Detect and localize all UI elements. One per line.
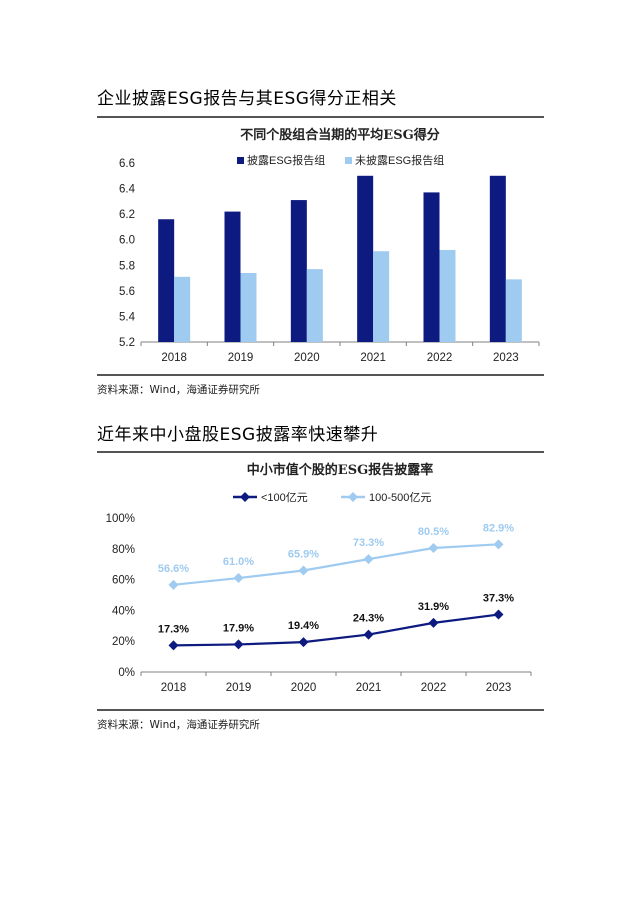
y-tick-label: 6.2	[119, 209, 135, 221]
section-rule-bottom	[97, 374, 544, 376]
x-tick-label: 2019	[226, 682, 252, 694]
legend-label: <100亿元	[261, 491, 308, 504]
bar	[290, 200, 307, 342]
x-tick-label: 2020	[291, 682, 317, 694]
bar	[357, 175, 374, 342]
legend-marker	[240, 492, 250, 502]
data-label: 31.9%	[418, 601, 449, 613]
data-label: 56.6%	[158, 563, 189, 575]
x-tick-label: 2023	[493, 352, 519, 364]
x-tick-label: 2019	[228, 352, 254, 364]
series-line	[173, 613, 499, 647]
data-label: 73.3%	[353, 537, 384, 549]
legend-label: 未披露ESG报告组	[355, 153, 444, 167]
data-label: 24.3%	[353, 613, 384, 625]
legend-label: 披露ESG报告组	[247, 153, 325, 167]
disclosure-rate-line-chart: 中小市值个股的ESG报告披露率 <100亿元 100-500亿元 0% 20% 40% 60…	[106, 462, 532, 694]
y-tick-label: 5.4	[119, 311, 136, 323]
data-point	[493, 609, 504, 620]
data-point	[168, 640, 179, 651]
bar	[439, 249, 456, 342]
x-tick-label: 2018	[161, 682, 187, 694]
data-point	[168, 579, 179, 590]
y-tick-label: 40%	[112, 605, 135, 617]
legend-label: 100-500亿元	[369, 491, 431, 504]
y-tick-label: 60%	[112, 575, 135, 587]
source-note: 资料来源：Wind，海通证券研究所	[97, 384, 260, 396]
series-line	[173, 543, 499, 586]
data-label: 19.4%	[288, 620, 319, 632]
y-tick-label: 5.6	[119, 286, 135, 298]
section-rule-bottom	[97, 709, 544, 711]
y-tick-label: 20%	[112, 636, 135, 648]
x-tick-label: 2018	[161, 352, 187, 364]
section-heading-disclosure-rate: 近年来中小盘股ESG披露率快速攀升	[97, 425, 379, 445]
bar	[505, 279, 522, 342]
y-tick-label: 6.0	[119, 235, 135, 247]
bar	[224, 211, 241, 342]
section-heading-esg-score: 企业披露ESG报告与其ESG得分正相关	[97, 89, 397, 109]
data-label: 80.5%	[418, 526, 449, 538]
x-tick-label: 2023	[486, 682, 512, 694]
data-label: 17.3%	[158, 623, 189, 635]
y-tick-label: 5.2	[119, 337, 135, 349]
x-tick-label: 2021	[360, 352, 386, 364]
y-tick-label: 6.6	[119, 158, 135, 170]
legend-swatch	[237, 157, 244, 164]
data-label: 37.3%	[483, 593, 514, 605]
x-tick-label: 2022	[421, 682, 447, 694]
y-tick-label: 80%	[112, 544, 135, 556]
legend-marker	[348, 492, 358, 502]
data-label: 61.0%	[223, 556, 254, 568]
y-tick-label: 100%	[106, 513, 135, 525]
data-label: 82.9%	[483, 522, 514, 534]
data-point	[233, 639, 244, 650]
data-point	[298, 565, 309, 576]
data-point	[428, 543, 439, 554]
data-point	[363, 554, 374, 565]
bar	[158, 219, 175, 342]
data-point	[428, 617, 439, 628]
section-rule-top	[97, 451, 544, 453]
y-tick-label: 6.4	[119, 184, 136, 196]
data-point	[233, 573, 244, 584]
bar	[174, 276, 191, 342]
source-note: 资料来源：Wind，海通证券研究所	[97, 719, 260, 731]
bar	[489, 175, 506, 342]
chart-title: 中小市值个股的ESG报告披露率	[247, 462, 433, 478]
bar	[423, 192, 440, 342]
bar	[240, 272, 257, 342]
x-tick-label: 2021	[356, 682, 382, 694]
data-point	[493, 539, 504, 550]
data-point	[298, 637, 309, 648]
data-label: 65.9%	[288, 549, 319, 561]
data-label: 17.9%	[223, 622, 254, 634]
x-tick-label: 2022	[427, 352, 453, 364]
bar	[306, 269, 323, 342]
legend-swatch	[345, 157, 352, 164]
chart-title: 不同个股组合当期的平均ESG得分	[240, 127, 439, 143]
y-tick-label: 5.8	[119, 260, 135, 272]
x-tick-label: 2020	[294, 352, 320, 364]
bar	[373, 251, 390, 342]
data-point	[363, 629, 374, 640]
section-rule-top	[97, 116, 544, 118]
y-tick-label: 0%	[118, 667, 135, 679]
